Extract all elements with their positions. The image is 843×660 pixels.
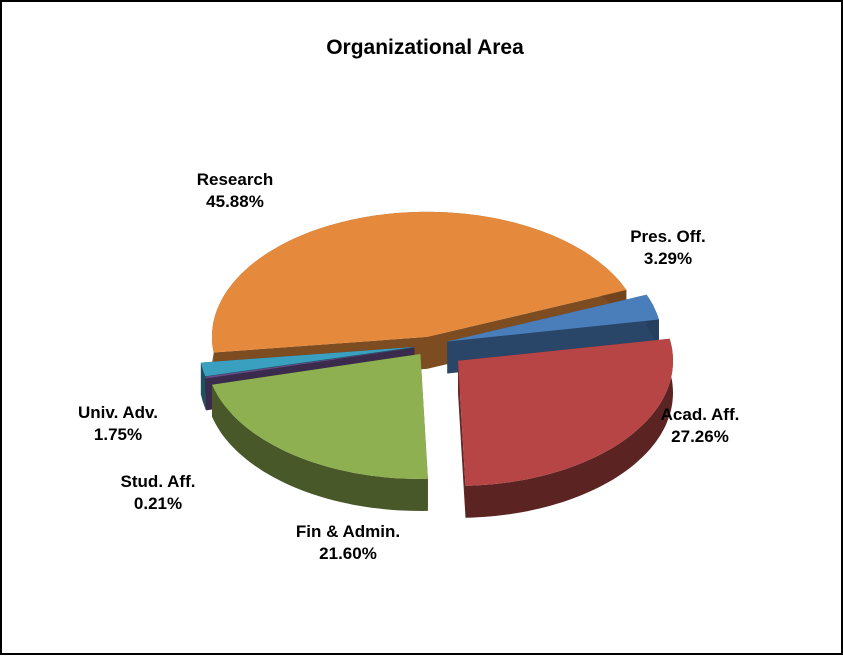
slice-value-label: 0.21%	[134, 494, 182, 513]
slice	[200, 347, 415, 377]
chart-title: Organizational Area	[326, 36, 524, 59]
slice-label: Pres. Off.	[630, 227, 706, 246]
slice	[458, 338, 673, 486]
slice-label: Fin & Admin.	[296, 522, 400, 541]
slice-label: Univ. Adv.	[78, 403, 158, 422]
slice-label: Research	[197, 170, 274, 189]
slice	[205, 347, 415, 379]
slice-value-label: 1.75%	[94, 425, 142, 444]
slice-label: Stud. Aff.	[121, 472, 196, 491]
slice-value-label: 27.26%	[671, 427, 729, 446]
slice-value-label: 3.29%	[644, 249, 692, 268]
slice-value-label: 45.88%	[206, 192, 264, 211]
slice	[447, 294, 659, 342]
slice-wall	[458, 360, 466, 518]
slice-side	[200, 362, 206, 409]
slice-label: Acad. Aff.	[661, 405, 740, 424]
slice-value-label: 21.60%	[319, 544, 377, 563]
slice	[212, 211, 627, 353]
slice-side	[205, 376, 207, 411]
slice-side	[212, 384, 428, 511]
slice-side	[465, 338, 673, 518]
slice	[212, 354, 428, 479]
